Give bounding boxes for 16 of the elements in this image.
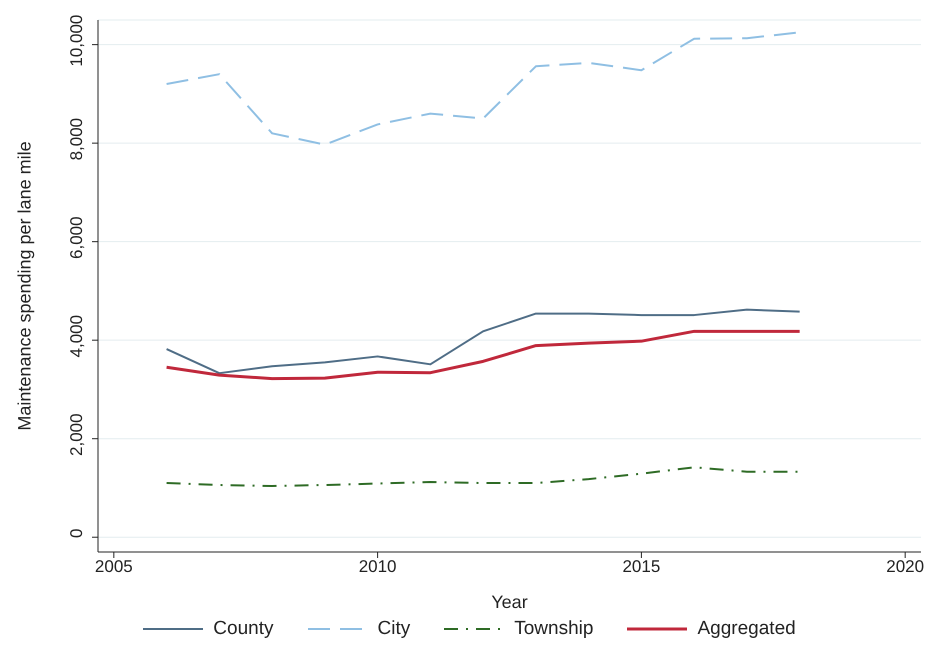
x-tick-label: 2020: [886, 557, 924, 576]
legend-label: Aggregated: [697, 618, 796, 640]
y-axis-title: Maintenance spending per lane mile: [14, 141, 34, 431]
legend-label: Township: [514, 618, 594, 640]
y-tick-label: 0: [67, 528, 86, 538]
y-tick-label: 2,000: [67, 413, 86, 456]
y-tick-label: 8,000: [67, 118, 86, 160]
legend-label: County: [213, 618, 274, 640]
x-axis-title: Year: [491, 592, 528, 612]
y-tick-label: 6,000: [67, 216, 86, 259]
x-tick-label: 2005: [94, 557, 133, 576]
y-tick-label: 10,000: [67, 14, 86, 67]
legend-label: City: [378, 618, 410, 640]
y-tick-label: 4,000: [67, 314, 86, 358]
x-tick-label: 2010: [358, 557, 397, 576]
x-tick-label: 2015: [622, 557, 660, 576]
